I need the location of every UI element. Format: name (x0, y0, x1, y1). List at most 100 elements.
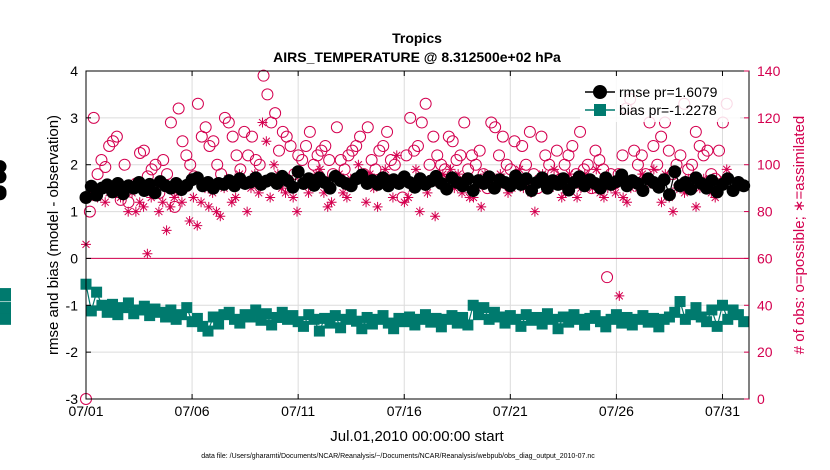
x-axis: 07/01 07/06 07/11 07/16 07/21 07/26 07/31 (68, 71, 740, 419)
obs-possible-point (103, 139, 116, 152)
bias-point (345, 309, 357, 321)
obs-possible-point (257, 69, 270, 82)
obs-assimilated-point (610, 187, 621, 198)
bias-point (101, 306, 113, 318)
bias-point (91, 286, 103, 298)
obs-possible-point (697, 149, 710, 162)
obs-possible-point (272, 144, 285, 157)
legend-bias-marker (594, 104, 606, 116)
bias-point (552, 323, 564, 335)
rmse-point (466, 183, 480, 197)
obs-possible-point (454, 149, 467, 162)
bias-point (457, 311, 469, 323)
bias-point (255, 314, 267, 326)
obs-possible-point (134, 147, 147, 159)
obs-possible-point (415, 116, 428, 129)
obs-possible-point (662, 144, 675, 157)
rmse-point (0, 170, 7, 184)
obs-possible-point (601, 271, 614, 284)
bias-point (335, 322, 347, 334)
bias-point (478, 302, 490, 314)
obs-possible-point (566, 139, 579, 152)
x-tick-label: 07/06 (175, 403, 210, 419)
obs-assimilated-point (380, 164, 391, 175)
bias-point (520, 309, 532, 321)
obs-possible-point (435, 158, 448, 171)
obs-assimilated-point (621, 197, 632, 208)
bias-point (722, 313, 734, 325)
obs-possible-point (655, 130, 668, 143)
legend-bias-label: bias pr=-1.2278 (619, 102, 717, 118)
obs-assimilated-point (514, 164, 525, 175)
obs-assimilated-point (265, 192, 276, 203)
bias-point (107, 298, 119, 310)
obs-assimilated-point (361, 197, 372, 208)
obs-possible-point (330, 121, 343, 134)
bias-point (589, 310, 601, 322)
obs-possible-point (319, 139, 332, 152)
obs-assimilated-point (591, 164, 602, 175)
main-series-group (0, 160, 751, 337)
rmse-point (684, 182, 698, 196)
bias-point (409, 319, 421, 331)
obs-possible-point (296, 154, 309, 167)
obs-possible-point (458, 116, 471, 129)
obs-assimilated-point (253, 187, 264, 198)
obs-possible-point (172, 102, 185, 115)
obs-assimilated-point (226, 197, 237, 208)
obs-possible-point (450, 154, 463, 167)
bias-point (579, 319, 591, 331)
obs-possible-point (492, 149, 505, 162)
obs-assimilated-point (292, 206, 303, 217)
bias-point (685, 309, 697, 321)
bias-point (0, 290, 11, 302)
obs-assimilated-point (637, 169, 648, 180)
obs-possible-point (516, 139, 529, 152)
bias-point (324, 317, 336, 329)
obs-possible-point (523, 125, 536, 138)
obs-assimilated-point (184, 215, 195, 226)
obs-possible-point (500, 158, 513, 171)
obs-possible-point (245, 130, 258, 143)
bias-point (297, 320, 309, 332)
bias-point (536, 318, 548, 330)
obs-assimilated-point (721, 164, 732, 175)
bias-point (451, 317, 463, 329)
obs-assimilated-point (476, 201, 487, 212)
obs-assimilated-point (153, 206, 164, 217)
obs-possible-point (164, 116, 177, 129)
obs-possible-point (222, 116, 235, 129)
rmse-point (662, 188, 676, 202)
obs-assimilated-point (468, 192, 479, 203)
bias-point (462, 319, 474, 331)
rmse-point (482, 170, 496, 184)
y-tick-label: -2 (66, 344, 79, 360)
bias-point (0, 313, 11, 325)
bias-point (648, 312, 660, 324)
obs-assimilated-point (679, 187, 690, 198)
obs-possible-point (701, 144, 714, 157)
bias-point (244, 311, 256, 323)
obs-assimilated-point (364, 169, 375, 180)
bias-point (626, 319, 638, 331)
bias-point (175, 309, 187, 321)
bias-point (96, 299, 108, 311)
y-right-tick-label: 0 (757, 391, 765, 407)
bias-point (351, 315, 363, 327)
obs-possible-point (635, 149, 648, 162)
obs-possible-point (381, 125, 394, 138)
bias-point (0, 302, 11, 314)
obs-possible-point (446, 135, 459, 148)
y-axis-right-label: # of obs: o=possible; ∗=assimilated (791, 116, 808, 355)
plot-frame (85, 70, 750, 400)
obs-assimilated-point (138, 201, 149, 212)
y-right-tick-label: 60 (757, 250, 773, 266)
obs-possible-point (373, 144, 386, 157)
obs-possible-point (388, 158, 401, 171)
obs-possible-point (300, 139, 313, 152)
obs-possible-point (145, 163, 158, 176)
obs-assimilated-point (614, 290, 625, 301)
obs-assimilated-point (656, 197, 667, 208)
obs-possible-point (411, 139, 424, 152)
bias-point (669, 306, 681, 318)
